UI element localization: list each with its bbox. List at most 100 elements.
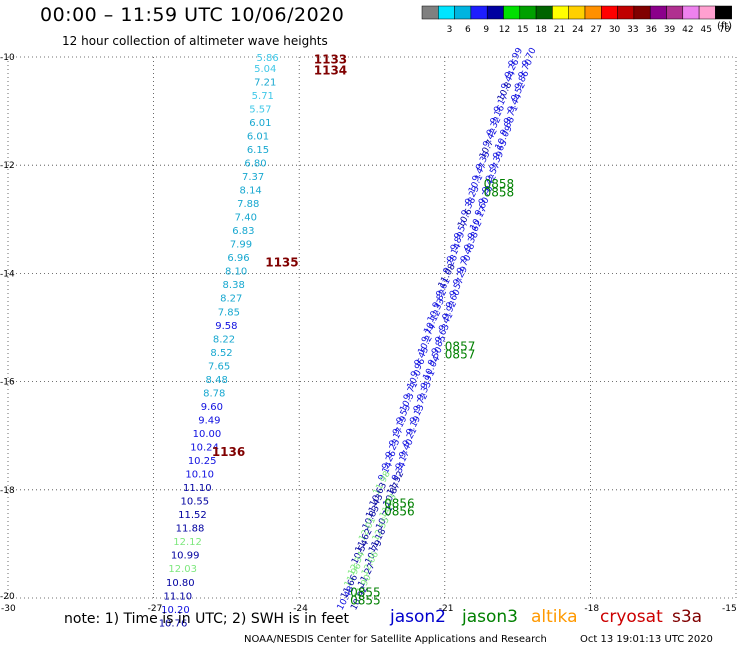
swh-value-label: 10.10 xyxy=(185,470,214,481)
colorscale-swatch xyxy=(503,5,521,20)
colorscale-label: 24 xyxy=(572,25,584,35)
swh-value-label: 10.25 xyxy=(188,456,217,467)
swh-value-label: 10.20 xyxy=(161,605,190,616)
satellite-legend-cryosat: cryosat xyxy=(600,607,663,627)
y-tick-label: -14 xyxy=(0,269,15,279)
colorscale-label: 45 xyxy=(701,25,712,35)
colorscale-label: 21 xyxy=(554,25,565,35)
colorscale-swatch xyxy=(649,5,667,20)
swh-value-label: 8.52 xyxy=(210,348,232,359)
x-tick-label: -15 xyxy=(722,604,737,614)
pass-time-label: 0855 xyxy=(350,594,381,608)
swh-value-label: 7.65 xyxy=(208,361,230,372)
colorscale-swatch xyxy=(421,5,439,20)
jason3-pass-track: 9.999.269.4410.89.179.169.329.4210.79.35… xyxy=(336,46,539,612)
swh-value-label: 10.76 xyxy=(159,618,188,629)
colorscale-swatch xyxy=(617,5,635,20)
swh-value-label: 10.00 xyxy=(193,429,222,440)
pass-time-label: 0856 xyxy=(384,496,415,510)
swh-value-label: 11.10 xyxy=(164,591,193,602)
swh-value-label: 12.03 xyxy=(168,564,197,575)
colorscale-swatch xyxy=(470,5,488,20)
swh-value-label: 8.78 xyxy=(203,388,225,399)
swh-value-label: 8.27 xyxy=(220,294,242,305)
swh-value-label: 9.58 xyxy=(215,321,237,332)
swh-value-label: 8.48 xyxy=(206,375,228,386)
swh-value-label: 7.37 xyxy=(242,172,264,183)
chart-grid xyxy=(7,56,737,599)
colorscale-label: 18 xyxy=(535,25,547,35)
colorscale-swatch xyxy=(601,5,618,20)
swh-value-label: 8.22 xyxy=(213,334,235,345)
colorscale-label: 30 xyxy=(609,25,621,35)
color-scale-bar: 3 6 9 12 15 18 21 24 27 30 33 36 39 42 45 70 xyxy=(421,5,732,35)
colorscale-swatch xyxy=(584,5,602,20)
swh-value-label: 10.24 xyxy=(190,443,219,454)
pass-time-label: 0858 xyxy=(484,177,515,191)
swh-value-label: 7.99 xyxy=(230,240,252,251)
swh-value-label: 10.55 xyxy=(181,497,210,508)
pass-time-label: 0855 xyxy=(350,586,381,600)
y-tick-label: -10 xyxy=(0,53,15,63)
colorscale-swatch xyxy=(454,5,472,20)
satellite-legend-altika: altika xyxy=(531,607,578,627)
colorscale-swatch xyxy=(633,5,651,20)
colorscale-label: 27 xyxy=(590,25,601,35)
pass-time-label: 0858 xyxy=(484,185,515,199)
colorscale-label: 3 xyxy=(447,25,453,35)
pass-time-label: 1136 xyxy=(212,445,245,459)
swh-value-label: 8.14 xyxy=(240,186,262,197)
colorscale-label: 39 xyxy=(664,25,676,35)
axis-tick-labels: -30 -27 -24 -21 -18 -15 -10 -12 -14 -16 -18 -20 xyxy=(0,53,737,614)
swh-value-label: 9.49 xyxy=(198,415,220,426)
swh-value-label: 8.10 xyxy=(225,267,247,278)
colorscale-units: (ft) xyxy=(717,21,733,32)
colorscale-label: 42 xyxy=(682,25,693,35)
colorscale-swatch xyxy=(486,5,504,20)
swh-value-label: 6.83 xyxy=(232,226,254,237)
pass-time-label: 0856 xyxy=(384,504,415,518)
colorscale-swatch xyxy=(438,5,455,20)
y-tick-label: -20 xyxy=(0,592,15,602)
x-tick-label: -27 xyxy=(148,604,163,614)
swh-value-label: 10.99 xyxy=(171,551,200,562)
swh-value-label: 5.86 xyxy=(257,53,279,64)
colorscale-swatch xyxy=(568,5,586,20)
x-tick-label: -30 xyxy=(1,604,16,614)
swh-value-label: 11.52 xyxy=(178,510,207,521)
swh-value-label: 6.01 xyxy=(247,131,269,142)
pass-time-label: 1134 xyxy=(314,64,347,78)
s3a-pass-track: 5.865.04 7.21 5.71 5.57 6.01 6.01 6.15 6.80 7.37… xyxy=(159,53,347,630)
swh-value-label: 6.96 xyxy=(227,253,249,264)
swh-value-label: 5.04 xyxy=(254,64,276,75)
colorscale-swatch xyxy=(682,5,700,20)
y-tick-label: -18 xyxy=(0,486,15,496)
swh-value-label: 5.57 xyxy=(249,104,271,115)
x-tick-label: -24 xyxy=(293,604,308,614)
swh-value-label: 11.10 xyxy=(183,483,212,494)
y-tick-label: -16 xyxy=(0,378,15,388)
swh-value-label: 10.80 xyxy=(166,578,195,589)
colorscale-swatch xyxy=(552,5,569,20)
colorscale-label: 6 xyxy=(465,25,471,35)
pass-time-label: 1133 xyxy=(314,53,347,67)
footer-note: note: 1) Time is in UTC; 2) SWH is in fe… xyxy=(64,611,350,627)
satellite-legend-s3a: s3a xyxy=(672,607,703,627)
credit-text: NOAA/NESDIS Center for Satellite Applica… xyxy=(244,634,547,645)
swh-value-label: 5.71 xyxy=(252,91,274,102)
colorscale-swatch xyxy=(698,5,716,20)
swh-value-label: 12.12 xyxy=(173,537,202,548)
generated-timestamp: Oct 13 19:01:13 UTC 2020 xyxy=(580,634,713,645)
swh-value-label: 6.01 xyxy=(249,118,271,129)
colorscale-swatch xyxy=(666,5,684,20)
swh-value-label: 7.88 xyxy=(237,199,259,210)
chart-subtitle: 12 hour collection of altimeter wave hei… xyxy=(62,34,328,48)
x-tick-label: -21 xyxy=(439,604,454,614)
y-tick-label: -12 xyxy=(0,161,15,171)
swh-value-label: 6.15 xyxy=(247,145,269,156)
colorscale-label: 33 xyxy=(627,25,638,35)
colorscale-swatch xyxy=(535,5,553,20)
colorscale-swatch xyxy=(715,5,732,20)
satellite-legend-jason3: jason3 xyxy=(462,607,518,627)
